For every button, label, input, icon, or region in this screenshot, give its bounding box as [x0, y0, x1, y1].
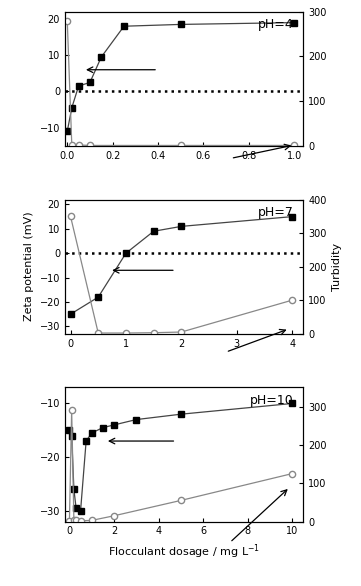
Text: pH=7: pH=7: [258, 206, 294, 219]
Y-axis label: Turbidity: Turbidity: [332, 243, 342, 291]
Text: pH=4: pH=4: [258, 18, 294, 32]
Text: pH=10: pH=10: [250, 394, 294, 407]
X-axis label: Flocculant dosage / mg L$^{-1}$: Flocculant dosage / mg L$^{-1}$: [108, 542, 260, 561]
Y-axis label: Zeta potential (mV): Zeta potential (mV): [24, 212, 34, 322]
